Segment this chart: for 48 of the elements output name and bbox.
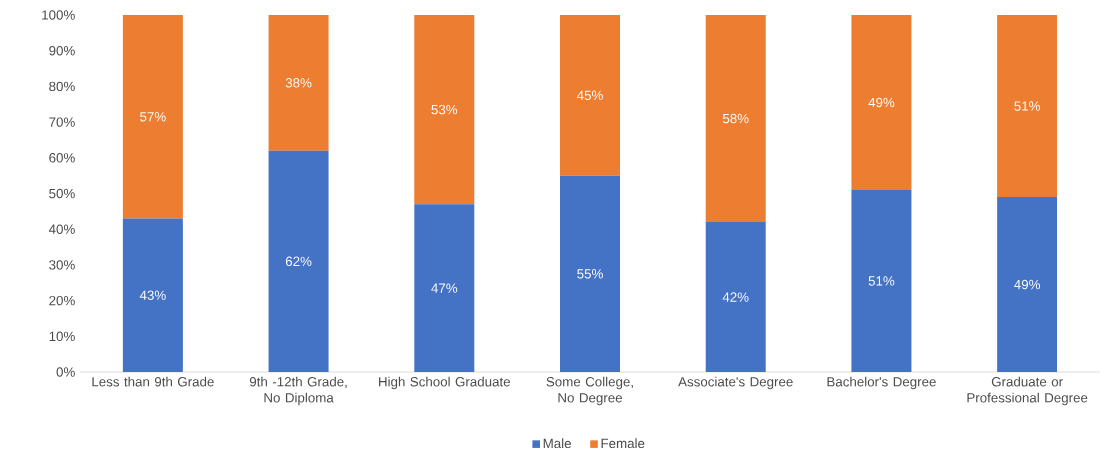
y-tick-label: 60% <box>49 153 75 163</box>
bar <box>560 175 621 372</box>
x-tick-label: High School Graduate <box>379 376 510 390</box>
data-label: 49% <box>1014 279 1041 290</box>
y-tick-label: 100% <box>42 10 75 20</box>
data-label: 47% <box>431 283 458 293</box>
x-tick-label: Less than 9th Grade <box>92 376 214 387</box>
data-label: 42% <box>722 292 749 302</box>
data-label: 51% <box>1014 101 1041 111</box>
data-label: 43% <box>139 290 166 300</box>
x-tick-label: Some College, No Degree <box>546 376 633 406</box>
y-tick-label: 90% <box>49 45 75 56</box>
bar <box>122 15 183 219</box>
bar <box>851 189 912 372</box>
bar <box>122 218 183 372</box>
y-tick-label: 20% <box>49 295 75 306</box>
bar <box>414 15 475 205</box>
bar <box>997 15 1058 198</box>
bar <box>851 15 912 190</box>
y-tick-label: 80% <box>49 81 75 92</box>
y-tick-label: 70% <box>49 117 75 127</box>
y-tick-label: 40% <box>48 224 75 234</box>
y-tick-label: 30% <box>49 260 75 270</box>
data-label: 51% <box>868 276 895 286</box>
data-label: 49% <box>868 97 895 108</box>
data-label: 57% <box>140 112 166 122</box>
bar <box>705 222 766 372</box>
x-tick-label: Associate's Degree <box>678 376 793 390</box>
data-label: 38% <box>285 78 312 88</box>
bar <box>414 204 475 372</box>
y-tick-label: 50% <box>49 188 75 199</box>
legend-label: Male <box>543 438 571 449</box>
bar <box>268 150 329 372</box>
y-tick-label: 0% <box>56 367 75 377</box>
bar <box>560 15 621 176</box>
data-label: 55% <box>577 269 603 279</box>
y-tick-label: 10% <box>49 331 75 342</box>
x-tick-label: 9th -12th Grade, No Diploma <box>249 376 347 406</box>
legend-label: Female <box>601 438 645 449</box>
x-tick-label: Graduate or Professional Degree <box>967 376 1088 406</box>
bar <box>705 15 766 223</box>
data-label: 58% <box>722 113 749 124</box>
x-tick-label: Bachelor's Degree <box>827 376 936 390</box>
bar <box>997 197 1058 372</box>
data-label: 62% <box>285 256 312 267</box>
data-label: 45% <box>576 90 603 101</box>
bar <box>268 15 329 151</box>
data-label: 53% <box>431 104 458 115</box>
